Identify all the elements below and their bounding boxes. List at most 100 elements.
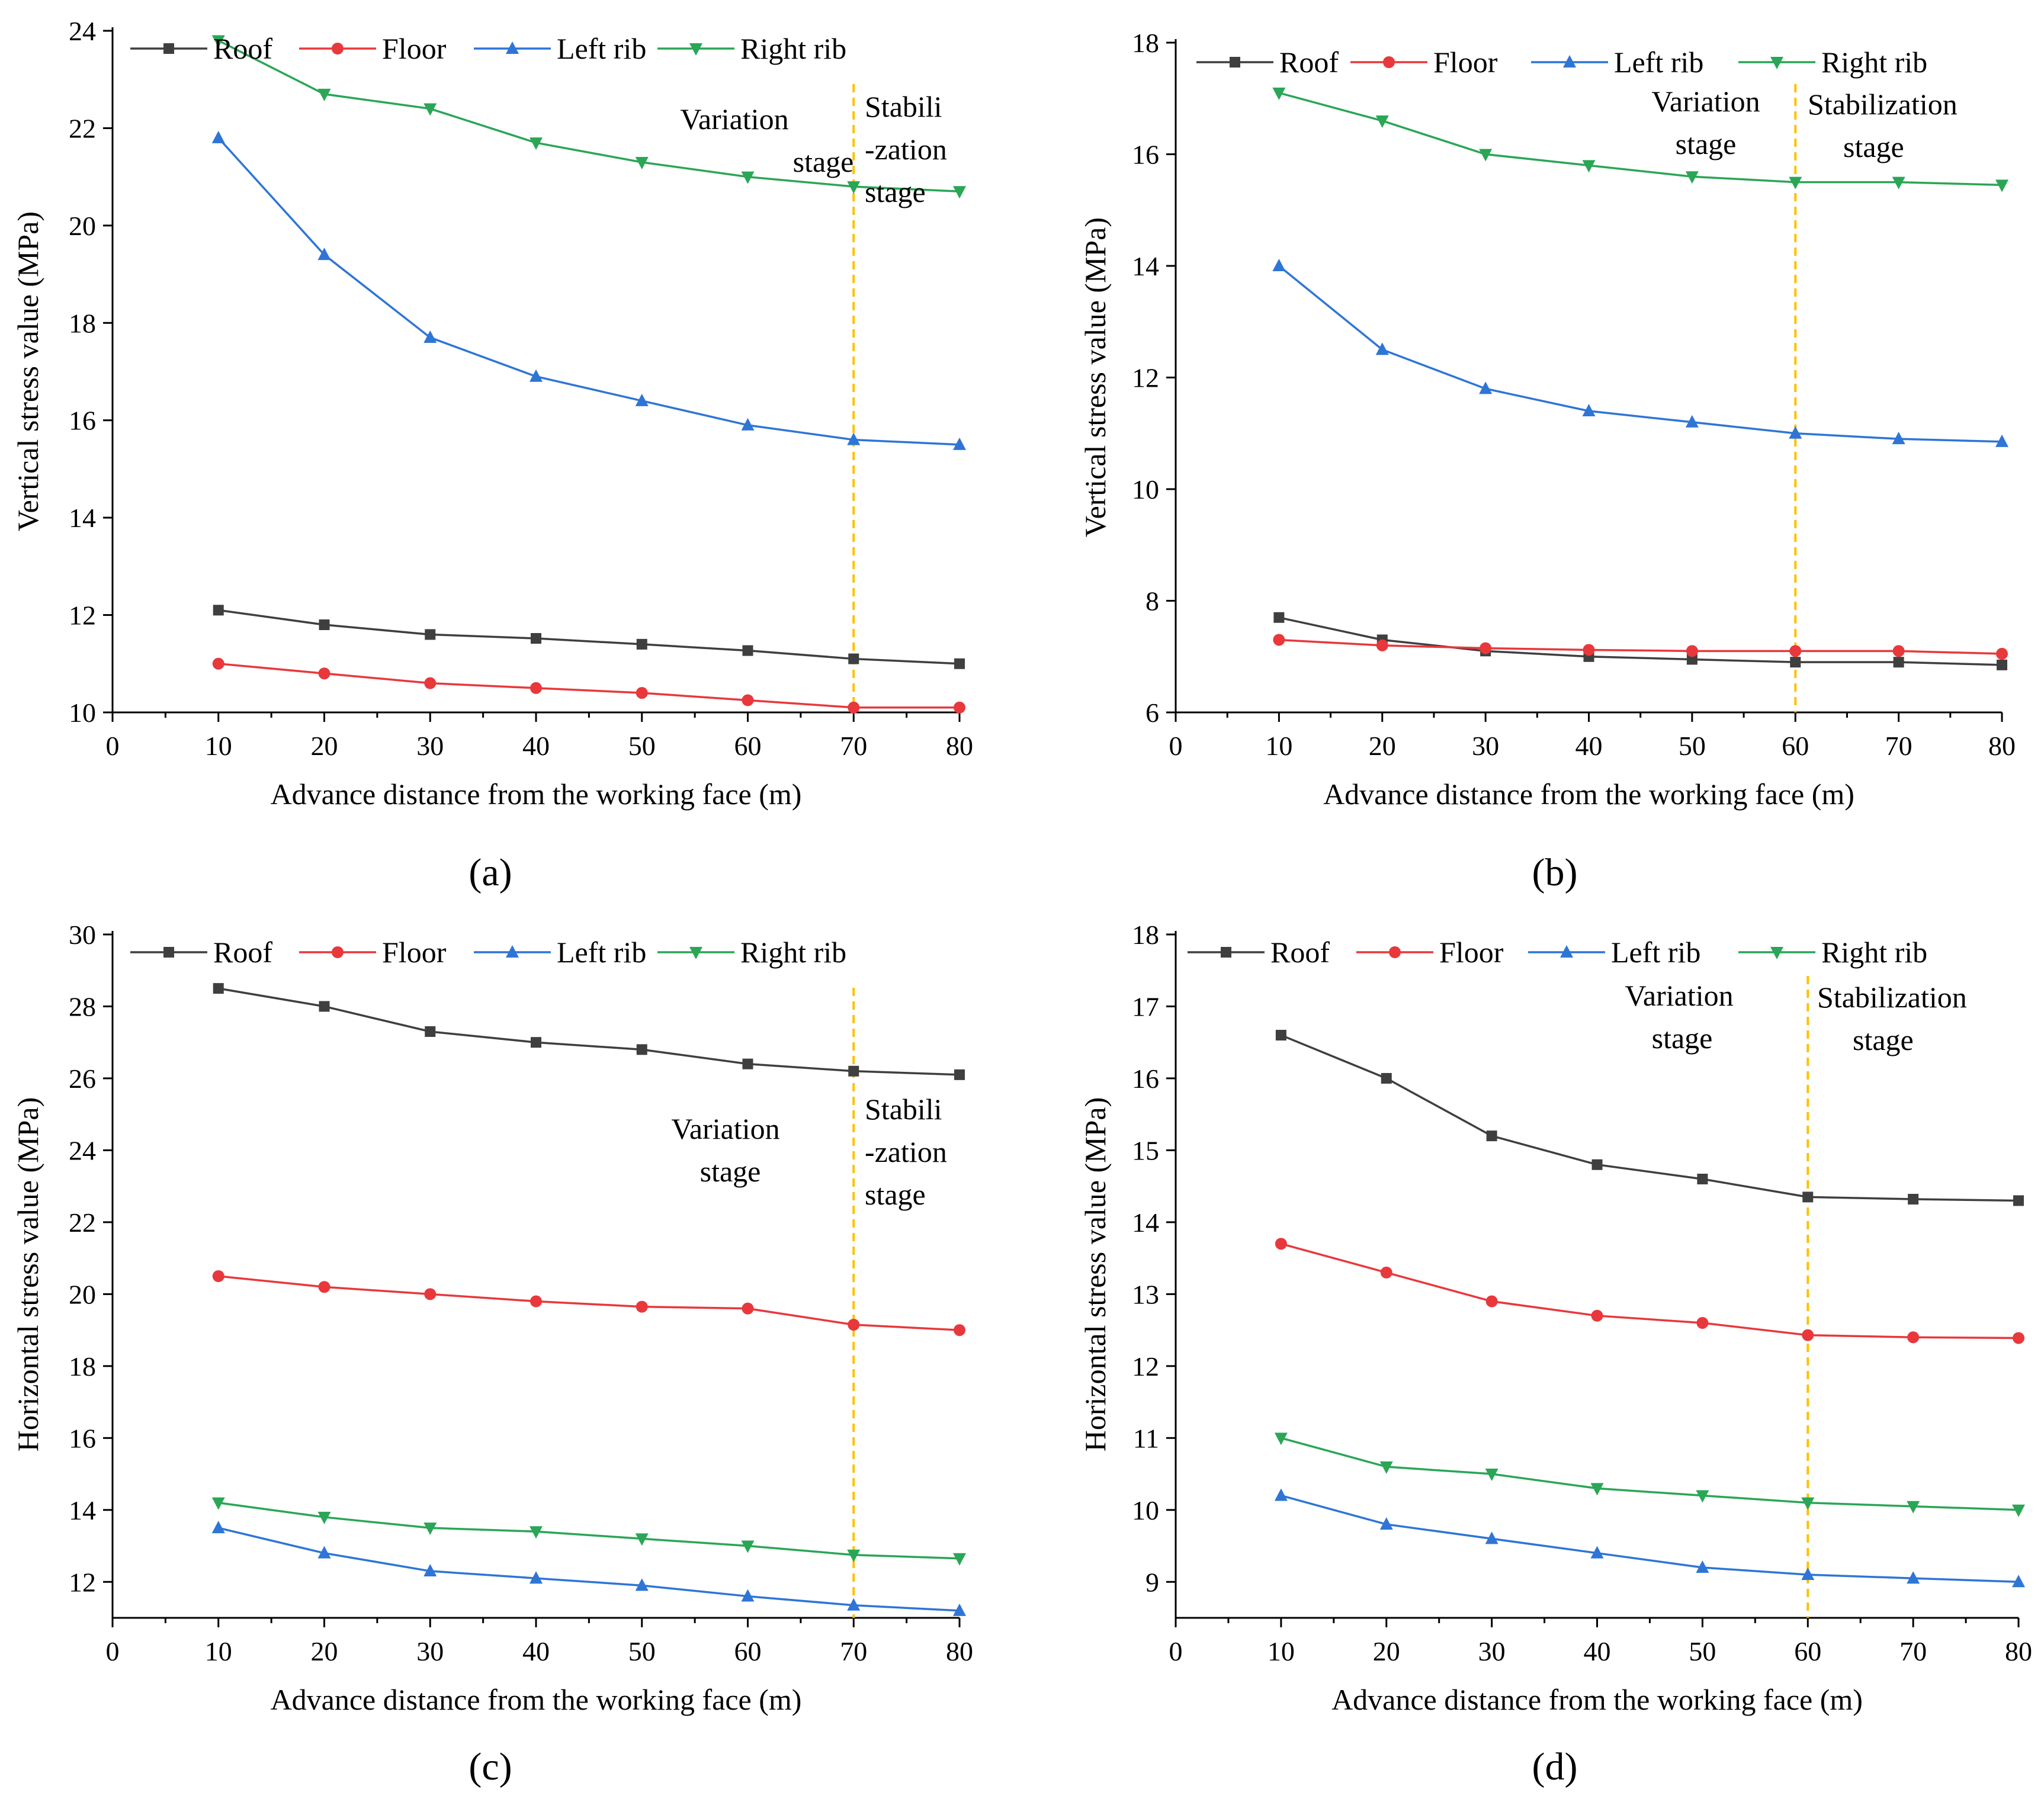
y-axis-title: Vertical stress value (MPa) <box>11 211 44 531</box>
legend: Roof Floor Left rib Right rib <box>1196 46 1927 79</box>
data-point <box>1375 342 1389 355</box>
data-point <box>1273 612 1285 623</box>
data-point <box>1275 1238 1287 1250</box>
data-point <box>1485 1295 1498 1308</box>
series-line <box>218 1527 960 1612</box>
x-tick-label: 10 <box>1265 731 1292 761</box>
data-point <box>531 1037 541 1048</box>
x-tick-label: 40 <box>1575 731 1603 761</box>
data-point <box>954 1069 965 1080</box>
data-point <box>531 633 541 644</box>
data-point <box>953 1553 966 1566</box>
x-tick-label: 50 <box>1689 1636 1716 1666</box>
series-floor <box>1273 634 2008 660</box>
x-tick-label: 40 <box>1584 1636 1611 1666</box>
x-tick-label: 80 <box>2005 1636 2032 1666</box>
data-point <box>1696 1316 1709 1329</box>
data-point <box>1908 1194 1919 1205</box>
series-floor <box>212 1270 965 1337</box>
x-tick-label: 10 <box>205 1636 232 1666</box>
data-point <box>424 1288 437 1300</box>
data-point <box>741 417 755 431</box>
x-tick-label: 60 <box>1782 731 1809 761</box>
stabilization-stage-label: Stabilization <box>1817 981 1967 1014</box>
x-tick-label: 70 <box>1885 731 1913 761</box>
data-point <box>1995 179 2008 192</box>
legend: Roof Floor Left rib Right rib <box>1188 936 1927 969</box>
data-point <box>1696 1560 1709 1573</box>
chart-panel-a: 0 10 20 30 40 50 60 70 80 10 12 14 16 18 20 22 24 Advance… <box>11 16 973 894</box>
series-right-rib <box>1272 87 2008 192</box>
x-tick-label: 0 <box>1169 731 1183 761</box>
data-point <box>1273 634 1285 646</box>
data-point <box>212 657 224 670</box>
data-point <box>636 687 648 699</box>
y-tick-label: 16 <box>1132 140 1159 170</box>
data-point <box>1801 1497 1815 1510</box>
legend: Roof Floor Left rib Right rib <box>130 936 846 969</box>
data-point <box>1686 645 1698 657</box>
x-tick-label: 80 <box>946 1636 973 1666</box>
data-point <box>1907 1331 1920 1344</box>
series-line <box>1279 638 2003 655</box>
data-point <box>423 1523 437 1536</box>
legend-marker <box>1221 947 1231 958</box>
series-floor <box>1275 1238 2024 1344</box>
data-point <box>742 1058 753 1069</box>
x-tick-label: 60 <box>734 731 762 761</box>
y-tick-label: 22 <box>69 1207 96 1238</box>
panel-label: (c) <box>469 1745 512 1788</box>
data-point <box>425 1026 436 1037</box>
data-point <box>635 1533 649 1546</box>
legend-label: Right rib <box>1821 46 1927 79</box>
legend-marker <box>163 43 174 54</box>
x-axis-title: Advance distance from the working face (… <box>1323 778 1854 811</box>
data-point <box>1590 1483 1604 1496</box>
y-tick-label: 20 <box>69 1279 96 1309</box>
series-right-rib <box>1274 1432 2025 1517</box>
legend-label: Right rib <box>740 936 846 969</box>
legend-marker <box>1383 56 1395 68</box>
legend-label: Roof <box>1270 936 1330 969</box>
legend-label: Left rib <box>557 936 646 969</box>
legend-label: Left rib <box>1614 46 1703 79</box>
legend-label: Floor <box>382 936 447 969</box>
data-point <box>2012 1575 2025 1588</box>
y-tick-label: 30 <box>69 920 96 950</box>
y-tick-label: 16 <box>1132 1064 1159 1094</box>
variation-stage-label: stage <box>700 1155 761 1188</box>
y-tick-label: 6 <box>1145 698 1159 728</box>
data-point <box>1480 642 1492 654</box>
legend-marker <box>689 947 702 959</box>
data-point <box>530 1526 543 1539</box>
data-point <box>1591 1159 1603 1170</box>
data-point <box>212 1270 224 1282</box>
stabilization-stage-label: -zation <box>865 133 947 166</box>
series-line <box>1281 1494 2019 1583</box>
data-point <box>1272 259 1286 271</box>
stabilization-stage-label: Stabili <box>865 90 942 123</box>
x-tick-label: 70 <box>840 731 867 761</box>
data-point <box>953 437 966 450</box>
data-point <box>636 638 647 650</box>
x-tick-label: 80 <box>1988 731 2016 761</box>
data-point <box>1582 160 1596 173</box>
chart-panel-b: 0 10 20 30 40 50 60 70 80 6 8 10 12 14 16 18 Advance dis… <box>1079 28 2016 894</box>
y-tick-label: 10 <box>1132 474 1159 505</box>
data-point <box>1995 434 2008 447</box>
legend-label: Right rib <box>740 32 846 65</box>
data-point <box>635 393 649 406</box>
series-left-rib <box>211 1521 966 1616</box>
data-point <box>954 658 965 669</box>
data-point <box>848 1318 860 1331</box>
series-roof <box>213 605 965 669</box>
series-line <box>218 1275 960 1331</box>
data-point <box>1907 1501 1920 1514</box>
x-axis-title: Advance distance from the working face (… <box>271 1683 802 1716</box>
y-tick-label: 16 <box>69 406 96 436</box>
series-line <box>1281 1437 2019 1511</box>
x-tick-label: 30 <box>416 1636 444 1666</box>
data-point <box>530 369 543 382</box>
y-axis-title: Vertical stress value (MPa) <box>1079 217 1112 537</box>
y-tick-label: 24 <box>69 1135 96 1165</box>
